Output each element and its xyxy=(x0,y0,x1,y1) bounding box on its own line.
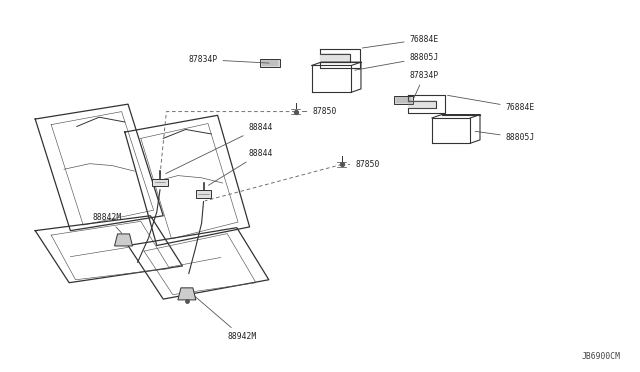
Polygon shape xyxy=(178,288,196,300)
Text: 87834P: 87834P xyxy=(188,55,269,64)
Text: 88844: 88844 xyxy=(166,123,273,174)
Text: JB6900CM: JB6900CM xyxy=(582,352,621,361)
Text: 87834P: 87834P xyxy=(410,71,439,98)
Bar xyxy=(152,179,168,186)
Text: 87850: 87850 xyxy=(302,107,337,116)
Bar xyxy=(260,59,280,67)
Text: 76884E: 76884E xyxy=(447,95,535,112)
Text: 88844: 88844 xyxy=(209,149,273,185)
Text: 88942M: 88942M xyxy=(189,291,257,341)
Text: 76884E: 76884E xyxy=(362,35,439,48)
Polygon shape xyxy=(115,234,132,246)
Text: 87850: 87850 xyxy=(348,160,380,169)
Text: 88842M: 88842M xyxy=(93,213,122,233)
Text: 88805J: 88805J xyxy=(475,131,535,142)
Bar xyxy=(394,96,413,104)
Text: 88805J: 88805J xyxy=(355,53,439,70)
Bar xyxy=(196,190,211,198)
